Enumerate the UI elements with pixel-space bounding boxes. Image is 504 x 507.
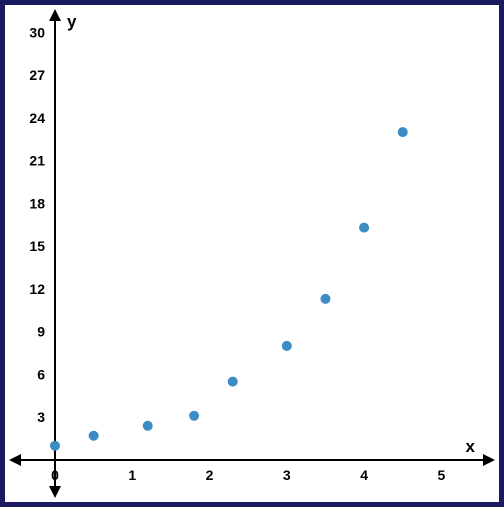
- data-point: [89, 431, 99, 441]
- chart-svg: 01234536912151821242730xy: [0, 0, 504, 507]
- x-tick-label: 2: [206, 467, 214, 483]
- x-tick-label: 5: [437, 467, 445, 483]
- scatter-chart: 01234536912151821242730xy: [0, 0, 504, 507]
- y-tick-label: 6: [37, 366, 45, 382]
- y-tick-label: 3: [37, 409, 45, 425]
- y-tick-label: 27: [29, 67, 45, 83]
- y-tick-label: 18: [29, 195, 45, 211]
- x-tick-label: 0: [51, 467, 59, 483]
- chart-border: [3, 3, 502, 505]
- x-tick-label: 4: [360, 467, 368, 483]
- data-point: [228, 377, 238, 387]
- data-point: [143, 421, 153, 431]
- y-tick-label: 9: [37, 324, 45, 340]
- data-point: [398, 127, 408, 137]
- x-tick-label: 3: [283, 467, 291, 483]
- data-point: [359, 223, 369, 233]
- x-axis-label: x: [466, 437, 476, 456]
- x-tick-label: 1: [128, 467, 136, 483]
- data-point: [320, 294, 330, 304]
- data-point: [282, 341, 292, 351]
- y-axis-label: y: [67, 12, 77, 31]
- y-tick-label: 24: [29, 110, 45, 126]
- y-tick-label: 15: [29, 238, 45, 254]
- data-point: [50, 441, 60, 451]
- y-tick-label: 30: [29, 24, 45, 40]
- y-tick-label: 21: [29, 153, 45, 169]
- y-tick-label: 12: [29, 281, 45, 297]
- data-point: [189, 411, 199, 421]
